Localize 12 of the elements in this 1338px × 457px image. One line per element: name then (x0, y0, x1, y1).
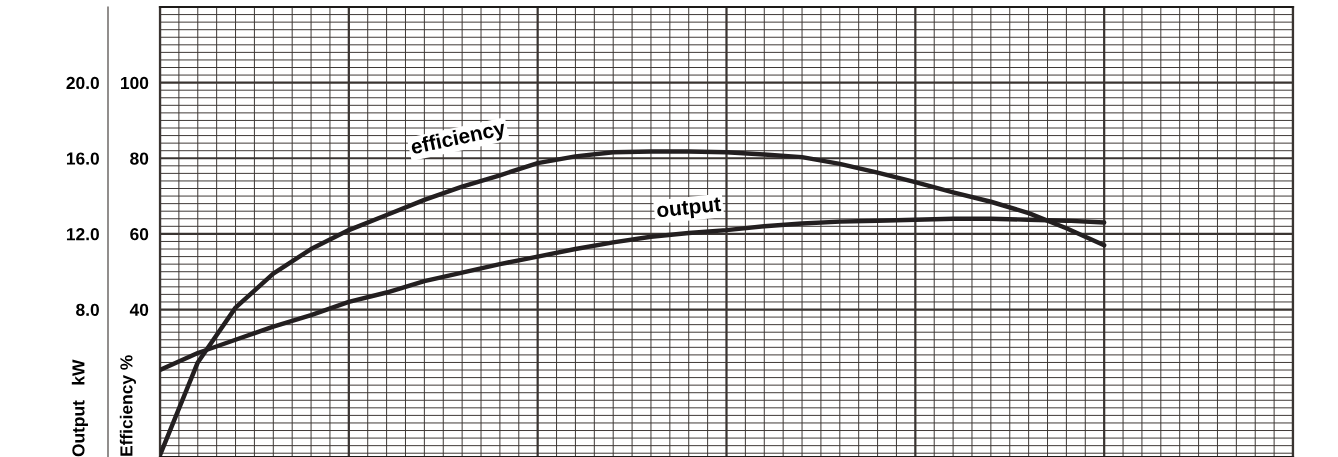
y2-axis-title: Output kW (71, 359, 88, 457)
y-tick-label: 100 (121, 76, 149, 90)
annotation: output (656, 197, 722, 222)
y-tick-label: 60 (130, 228, 149, 241)
y2-tick-label: 20.0 (66, 76, 99, 90)
y2-tick-label: 12.0 (66, 228, 99, 241)
y-axis-title: Efficiency % (119, 355, 136, 456)
annotation: efficiency (410, 119, 508, 159)
y-tick-label: 80 (130, 152, 149, 165)
y2-tick-label: 16.0 (66, 152, 99, 165)
y2-tick-label: 8.0 (76, 303, 99, 316)
y-tick-label: 40 (129, 303, 149, 316)
